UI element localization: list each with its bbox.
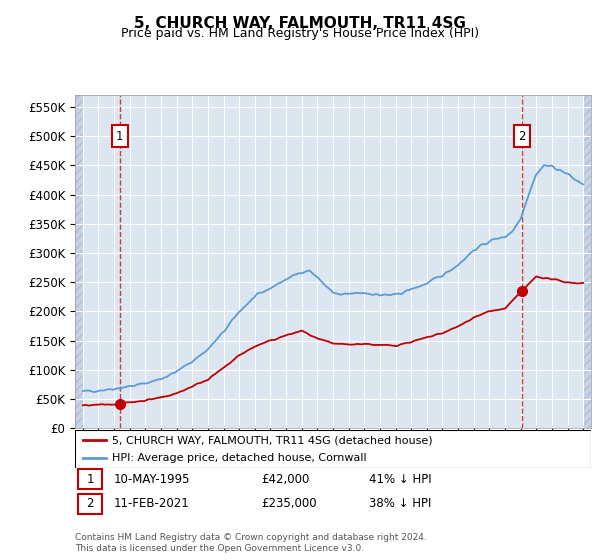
Bar [75, 95, 83, 428]
Bar [77, 469, 103, 489]
Bar [583, 95, 591, 428]
Text: £42,000: £42,000 [261, 473, 309, 486]
Text: 1: 1 [86, 473, 94, 486]
Text: 38% ↓ HPI: 38% ↓ HPI [369, 497, 431, 510]
Text: Contains HM Land Registry data © Crown copyright and database right 2024.
This d: Contains HM Land Registry data © Crown c… [75, 533, 427, 553]
Text: 2: 2 [518, 129, 526, 143]
Text: HPI: Average price, detached house, Cornwall: HPI: Average price, detached house, Corn… [112, 453, 367, 463]
Text: 1: 1 [116, 129, 124, 143]
Text: 5, CHURCH WAY, FALMOUTH, TR11 4SG (detached house): 5, CHURCH WAY, FALMOUTH, TR11 4SG (detac… [112, 435, 433, 445]
Text: 41% ↓ HPI: 41% ↓ HPI [369, 473, 432, 486]
Text: 10-MAY-1995: 10-MAY-1995 [114, 473, 190, 486]
Text: Price paid vs. HM Land Registry's House Price Index (HPI): Price paid vs. HM Land Registry's House … [121, 27, 479, 40]
Text: £235,000: £235,000 [261, 497, 316, 510]
Text: 5, CHURCH WAY, FALMOUTH, TR11 4SG: 5, CHURCH WAY, FALMOUTH, TR11 4SG [134, 16, 466, 31]
Bar [77, 494, 103, 514]
Text: 11-FEB-2021: 11-FEB-2021 [114, 497, 190, 510]
Text: 2: 2 [86, 497, 94, 510]
